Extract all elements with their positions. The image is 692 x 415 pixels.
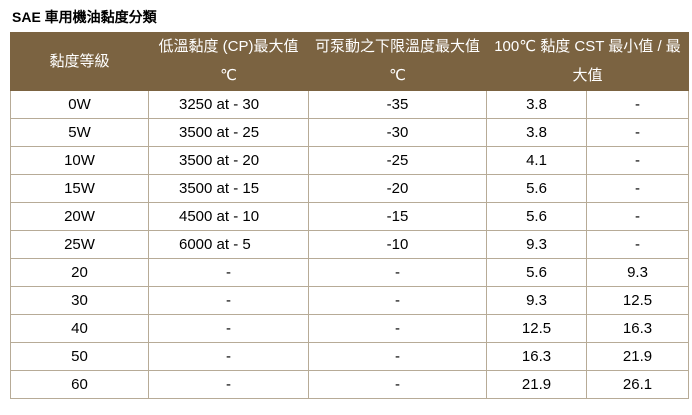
cell-min: 21.9 <box>486 370 587 399</box>
cell-max: 26.1 <box>585 370 690 399</box>
cell-min: 5.6 <box>486 202 587 231</box>
cell-grade: 40 <box>10 314 149 343</box>
cell-pump: - <box>308 342 487 371</box>
table-row: 20 - - 5.6 9.3 <box>10 258 690 287</box>
cell-min: 3.8 <box>486 118 587 147</box>
table-row: 0W 3250 at - 30 -35 3.8 - <box>10 90 690 119</box>
cell-cp: - <box>148 314 309 343</box>
cell-max: 21.9 <box>585 342 690 371</box>
table-row: 15W 3500 at - 15 -20 5.6 - <box>10 174 690 203</box>
cell-grade: 0W <box>10 90 149 119</box>
cell-pump: -20 <box>308 174 487 203</box>
cell-min: 3.8 <box>486 90 587 119</box>
table-row: 50 - - 16.3 21.9 <box>10 342 690 371</box>
cell-pump: - <box>308 314 487 343</box>
cell-cp: 6000 at - 5 <box>148 230 309 259</box>
table-row: 30 - - 9.3 12.5 <box>10 286 690 315</box>
table-row: 5W 3500 at - 25 -30 3.8 - <box>10 118 690 147</box>
table-header: 黏度等級 低溫黏度 (CP)最大值 可泵動之下限溫度最大值 100℃ 黏度 CS… <box>10 32 690 91</box>
cell-grade: 50 <box>10 342 149 371</box>
cell-cp: 3500 at - 20 <box>148 146 309 175</box>
cell-cp: - <box>148 370 309 399</box>
cell-max: - <box>585 118 690 147</box>
cell-grade: 30 <box>10 286 149 315</box>
cell-grade: 10W <box>10 146 149 175</box>
cell-grade: 15W <box>10 174 149 203</box>
cell-cp: - <box>148 342 309 371</box>
table-row: 60 - - 21.9 26.1 <box>10 370 690 399</box>
header-cst: 100℃ 黏度 CST 最小值 / 最 <box>485 32 690 62</box>
cell-cp: 3250 at - 30 <box>148 90 309 119</box>
table-row: 40 - - 12.5 16.3 <box>10 314 690 343</box>
table-body: 0W 3250 at - 30 -35 3.8 - 5W 3500 at - 2… <box>10 90 690 399</box>
cell-min: 5.6 <box>486 258 587 287</box>
header-pump: 可泵動之下限溫度最大值 <box>308 32 487 62</box>
cell-max: - <box>585 146 690 175</box>
cell-min: 9.3 <box>486 230 587 259</box>
cell-grade: 20W <box>10 202 149 231</box>
header-cp-unit: ℃ <box>148 61 309 91</box>
cell-pump: -25 <box>308 146 487 175</box>
cell-max: - <box>585 202 690 231</box>
header-pump-unit: ℃ <box>308 61 487 91</box>
cell-pump: -35 <box>308 90 487 119</box>
cell-cp: - <box>148 286 309 315</box>
table-row: 20W 4500 at - 10 -15 5.6 - <box>10 202 690 231</box>
cell-pump: - <box>308 370 487 399</box>
cell-min: 12.5 <box>486 314 587 343</box>
cell-grade: 20 <box>10 258 149 287</box>
viscosity-table: 黏度等級 低溫黏度 (CP)最大值 可泵動之下限溫度最大值 100℃ 黏度 CS… <box>10 32 690 399</box>
page-title: SAE 車用機油黏度分類 <box>12 9 157 25</box>
cell-max: - <box>585 174 690 203</box>
cell-pump: -10 <box>308 230 487 259</box>
cell-cp: - <box>148 258 309 287</box>
cell-max: 12.5 <box>585 286 690 315</box>
cell-grade: 25W <box>10 230 149 259</box>
cell-pump: -15 <box>308 202 487 231</box>
table-row: 10W 3500 at - 20 -25 4.1 - <box>10 146 690 175</box>
cell-max: 9.3 <box>585 258 690 287</box>
cell-max: - <box>585 230 690 259</box>
header-grade: 黏度等級 <box>10 32 149 91</box>
cell-min: 9.3 <box>486 286 587 315</box>
cell-grade: 5W <box>10 118 149 147</box>
cell-cp: 4500 at - 10 <box>148 202 309 231</box>
cell-min: 4.1 <box>486 146 587 175</box>
cell-min: 16.3 <box>486 342 587 371</box>
cell-cp: 3500 at - 25 <box>148 118 309 147</box>
cell-max: - <box>585 90 690 119</box>
cell-min: 5.6 <box>486 174 587 203</box>
cell-max: 16.3 <box>585 314 690 343</box>
cell-cp: 3500 at - 15 <box>148 174 309 203</box>
cell-pump: - <box>308 286 487 315</box>
cell-pump: - <box>308 258 487 287</box>
header-cp: 低溫黏度 (CP)最大值 <box>148 32 309 62</box>
cell-grade: 60 <box>10 370 149 399</box>
header-cst-continued: 大值 <box>485 61 690 91</box>
table-row: 25W 6000 at - 5 -10 9.3 - <box>10 230 690 259</box>
cell-pump: -30 <box>308 118 487 147</box>
